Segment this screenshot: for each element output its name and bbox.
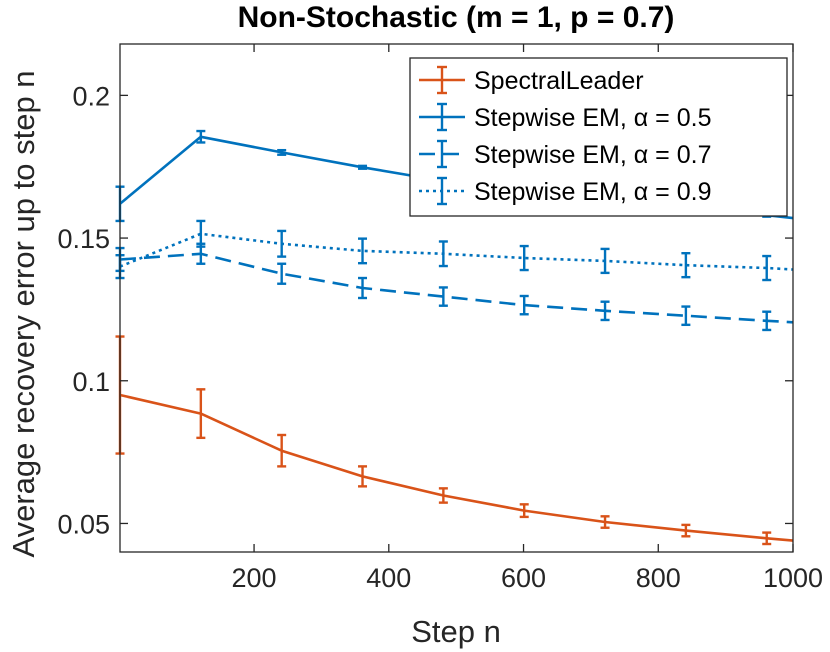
- x-axis-label: Step n: [411, 614, 501, 649]
- error-bar: [519, 244, 529, 272]
- legend-item: SpectralLeader: [419, 65, 644, 95]
- error-bar: [519, 503, 529, 519]
- legend-label: SpectralLeader: [474, 67, 644, 95]
- series-line: [119, 232, 794, 271]
- y-axis-label: Average recovery error up to step n: [6, 70, 41, 557]
- error-bar: [358, 276, 368, 300]
- error-bar: [600, 515, 610, 529]
- y-tick-label: 0.15: [57, 224, 110, 254]
- error-bar: [762, 310, 772, 332]
- y-tick-label: 0.05: [57, 509, 110, 539]
- error-bar: [519, 294, 529, 316]
- legend-box: [409, 57, 788, 217]
- error-bar: [277, 229, 287, 258]
- x-tick-label: 200: [232, 563, 277, 593]
- error-bar: [681, 305, 691, 327]
- legend-label: Stepwise EM, α = 0.5: [474, 104, 711, 132]
- x-tick-label: 600: [501, 563, 546, 593]
- legend: SpectralLeader Stepwise EM, α = 0.5 Stepwi…: [409, 57, 788, 217]
- x-tick-label: 800: [636, 563, 681, 593]
- legend-label: Stepwise EM, α = 0.7: [474, 141, 711, 169]
- error-bar: [196, 388, 206, 440]
- legend-item: Stepwise EM, α = 0.7: [419, 139, 711, 169]
- legend-item: Stepwise EM, α = 0.9: [419, 176, 711, 206]
- error-bar: [196, 129, 206, 144]
- series-line: [119, 252, 794, 324]
- error-bar: [762, 254, 772, 282]
- error-bar: [438, 487, 448, 504]
- error-bar: [681, 251, 691, 279]
- error-bar: [762, 531, 772, 546]
- error-bar: [358, 164, 368, 170]
- error-bar: [358, 465, 368, 488]
- error-bar: [277, 433, 287, 468]
- series-3: [115, 242, 794, 332]
- error-bar: [438, 286, 448, 307]
- error-bar: [277, 262, 287, 285]
- x-tick-label: 400: [366, 563, 411, 593]
- y-tick-label: 0.2: [72, 81, 110, 111]
- plot-frame: [119, 43, 794, 553]
- error-bar: [277, 148, 287, 156]
- error-bar: [600, 247, 610, 275]
- legend-item: Stepwise EM, α = 0.5: [419, 102, 711, 132]
- error-bar: [358, 237, 368, 265]
- error-bar: [600, 300, 610, 322]
- y-tick-label: 0.1: [72, 367, 110, 397]
- axes-layer: 200 400 600 800 1000 0.05 0.1 0.15 0.2: [57, 43, 823, 593]
- x-tick-label: 1000: [763, 563, 823, 593]
- error-bar: [681, 523, 691, 538]
- series-4: [115, 219, 794, 282]
- series-line: [119, 393, 794, 542]
- error-bar: [196, 219, 206, 248]
- chart-title: Non-Stochastic (m = 1, p = 0.7): [238, 1, 675, 34]
- legend-label: Stepwise EM, α = 0.9: [474, 178, 711, 206]
- series-1: [115, 335, 794, 546]
- error-bar: [438, 240, 448, 268]
